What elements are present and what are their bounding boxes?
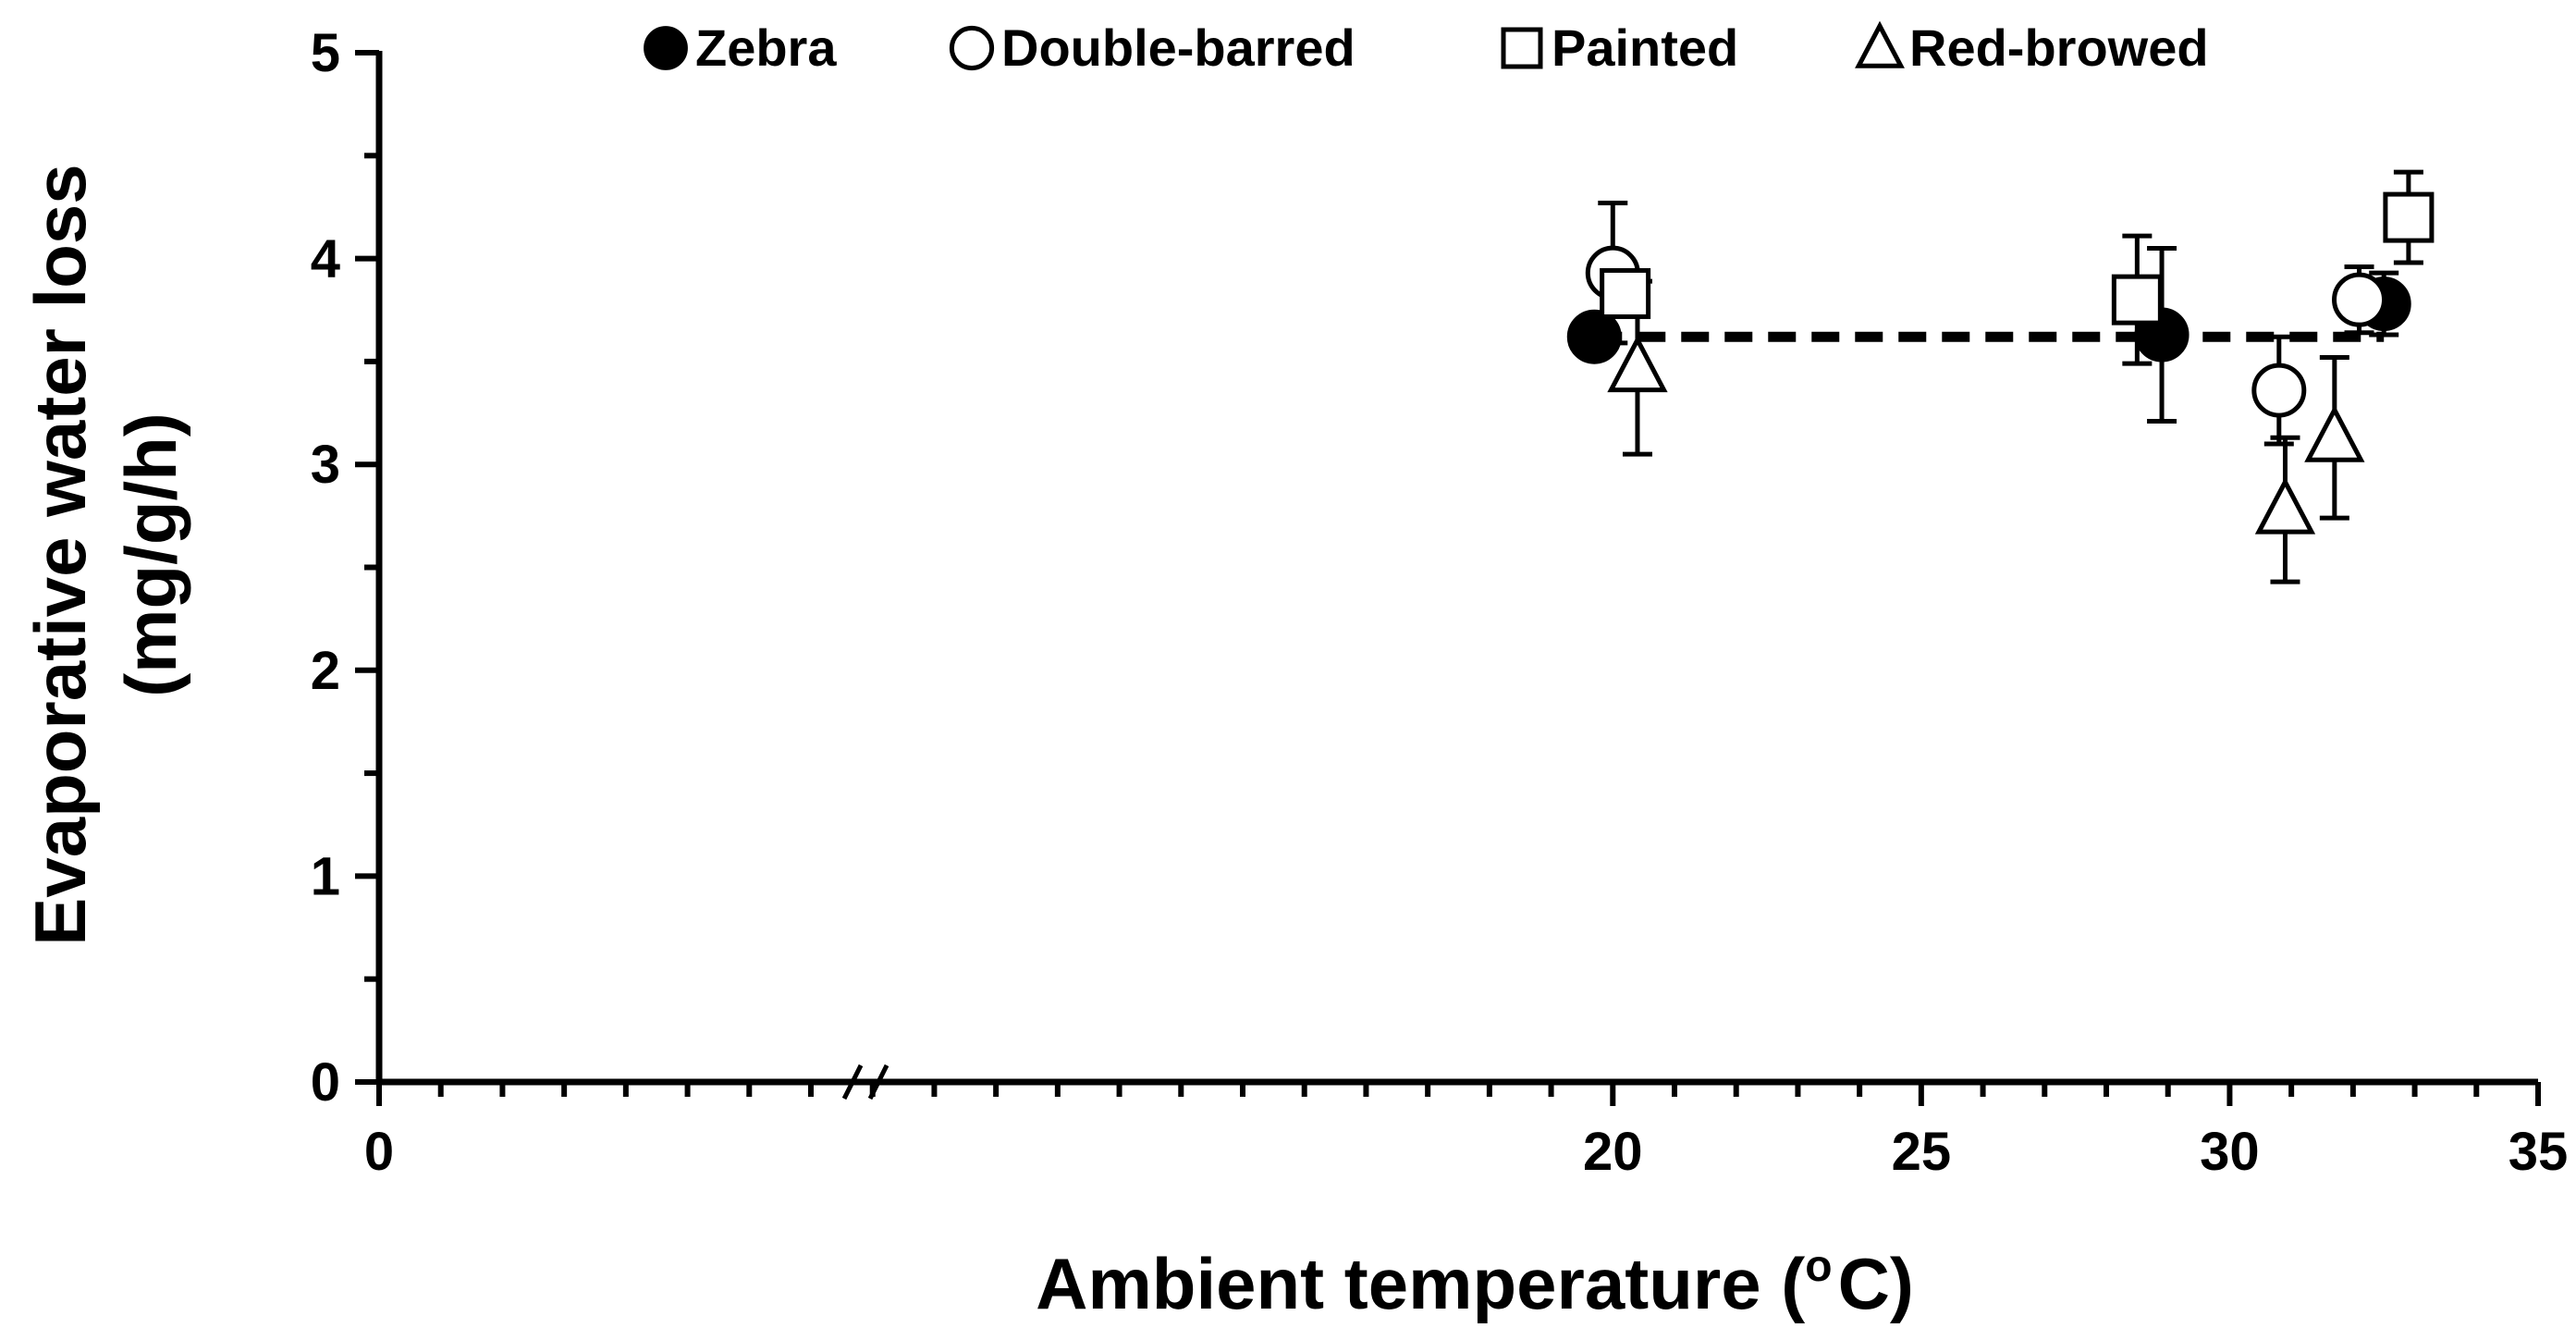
legend-label: Red-browed <box>1909 18 2209 77</box>
axis-break-mark <box>841 1063 864 1100</box>
legend-item: Red-browed <box>1855 18 2209 77</box>
legend-marker <box>644 26 688 70</box>
axis-break-mark <box>867 1063 889 1100</box>
y-tick-label: 5 <box>311 23 340 83</box>
y-tick-label: 4 <box>311 229 340 289</box>
legend-label: Painted <box>1552 18 1738 77</box>
data-point <box>2111 274 2163 326</box>
y-tick-label: 0 <box>311 1052 340 1113</box>
legend-marker <box>949 25 995 71</box>
legend-label: Zebra <box>695 18 837 77</box>
data-point <box>1607 335 1668 393</box>
legend-label: Double-barred <box>1001 18 1355 77</box>
y-tick-label: 1 <box>311 846 340 906</box>
data-point <box>2254 476 2316 535</box>
legend: Zebra Double-barred Painted Red-browed <box>644 18 2209 77</box>
axis-break <box>841 1063 889 1100</box>
y-tick-label: 3 <box>311 435 340 495</box>
plot-area: 0 1 2 3 4 5 0 20 25 30 35 <box>311 23 2569 1182</box>
y-tick-label: 2 <box>311 641 340 701</box>
legend-item: Zebra <box>644 18 837 77</box>
y-axis-title-line2: (mg/g/h) <box>110 412 191 697</box>
x-tick-label: 25 <box>1892 1122 1952 1182</box>
y-axis-title: Evaporative water loss (mg/g/h) <box>19 164 191 945</box>
legend-marker <box>1501 27 1543 69</box>
legend-marker <box>1855 20 1905 68</box>
x-tick-label: 30 <box>2200 1122 2260 1182</box>
x-tick-label: 35 <box>2509 1122 2569 1182</box>
data-point <box>2332 272 2387 327</box>
legend-item: Double-barred <box>949 18 1355 77</box>
data-point <box>2304 404 2365 462</box>
data-point <box>2383 191 2435 243</box>
data-point <box>1566 309 1622 364</box>
data-point <box>1600 267 1651 319</box>
x-tick-label: 20 <box>1583 1122 1643 1182</box>
x-tick-label: 0 <box>364 1122 394 1182</box>
y-axis-title-line1: Evaporative water loss <box>19 164 101 945</box>
legend-item: Painted <box>1501 18 1738 77</box>
data-point <box>2251 363 2307 418</box>
x-axis-title: Ambient temperature (oC) <box>1036 1242 1914 1324</box>
